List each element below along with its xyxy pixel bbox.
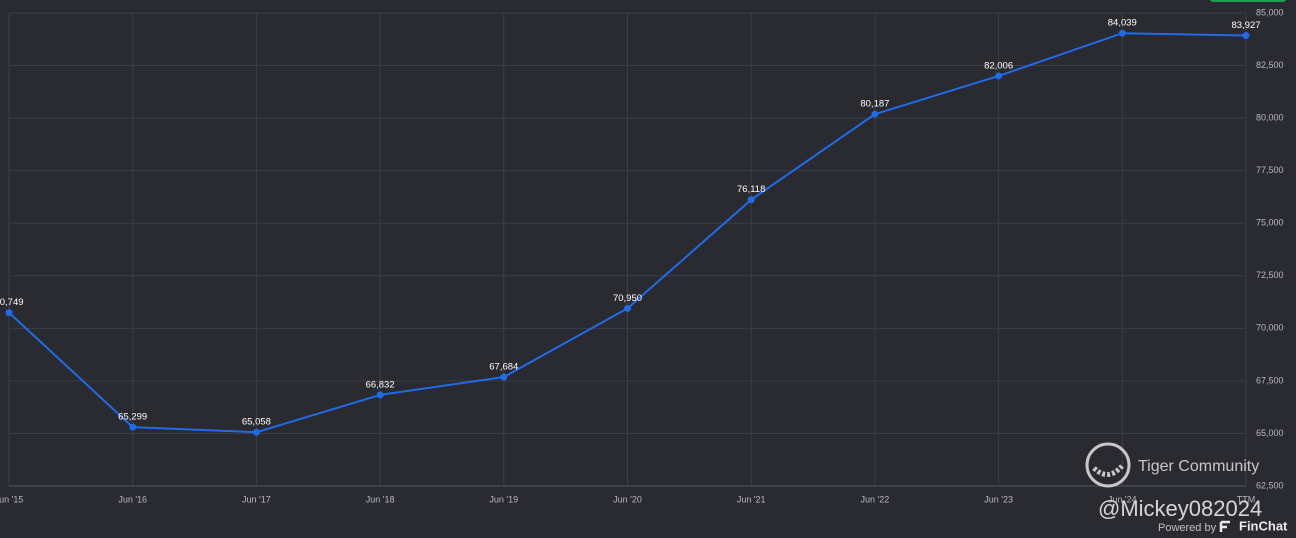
brand: FinChat	[1239, 518, 1288, 533]
y-tick-label: 67,500	[1256, 375, 1284, 385]
y-tick-label: 85,000	[1256, 7, 1284, 17]
watermark: Tiger Community @Mickey082024 Powered by…	[1085, 442, 1288, 534]
y-tick-label: 77,500	[1256, 165, 1284, 175]
point	[624, 304, 631, 312]
watermark-community: Tiger Community	[1138, 458, 1259, 475]
data-label: 65,299	[118, 412, 147, 423]
x-tick-label: Jun '19	[489, 494, 518, 504]
x-tick-label: Jun '20	[613, 494, 642, 504]
y-tick-label: 62,500	[1256, 480, 1284, 490]
point	[1242, 32, 1250, 40]
x-tick-label: Jun '18	[366, 494, 395, 504]
x-tick-label: Jun '24	[1108, 494, 1137, 504]
point	[871, 110, 879, 118]
data-label: 84,039	[1108, 18, 1137, 29]
point	[5, 309, 13, 317]
point	[747, 196, 755, 204]
watermark-logo-mark	[1092, 464, 1124, 477]
point	[252, 428, 260, 436]
x-tick-label: Jun '21	[737, 494, 766, 504]
y-tick-label: 75,000	[1256, 218, 1284, 228]
y-tick-label: 82,500	[1256, 60, 1284, 70]
x-tick-label: Jun '22	[861, 494, 890, 504]
y-tick-label: 70,000	[1256, 323, 1284, 333]
data-label: 80,187	[860, 99, 889, 110]
data-label: 66,832	[366, 379, 395, 390]
x-tick-label: TTM	[1237, 494, 1256, 504]
data-label: 83,927	[1231, 20, 1260, 31]
y-tick-label: 80,000	[1256, 112, 1284, 122]
watermark-logo	[1085, 442, 1131, 488]
point	[129, 423, 137, 431]
point	[500, 373, 508, 381]
data-label: 67,684	[489, 362, 518, 373]
data-label: 65,058	[242, 417, 271, 428]
data-label: 70,749	[0, 297, 24, 308]
brand-logo	[1219, 520, 1230, 532]
powered-by: Powered by	[1158, 522, 1217, 534]
y-tick-label: 65,000	[1256, 428, 1284, 438]
data-label: 76,118	[737, 184, 765, 195]
y-tick-label: 72,500	[1256, 270, 1284, 280]
data-label: 70,950	[613, 293, 642, 304]
watermark-handle: @Mickey082024	[1098, 496, 1262, 521]
x-tick-label: Jun '16	[118, 494, 147, 504]
x-tick-label: Jun '23	[984, 494, 1013, 504]
x-tick-label: Jun '17	[242, 494, 271, 504]
data-label: 82,006	[984, 60, 1013, 71]
x-tick-label: Jun '15	[0, 494, 23, 504]
point	[376, 391, 384, 399]
point	[1118, 29, 1126, 37]
point	[995, 72, 1003, 80]
corner-button[interactable]	[1208, 0, 1288, 2]
